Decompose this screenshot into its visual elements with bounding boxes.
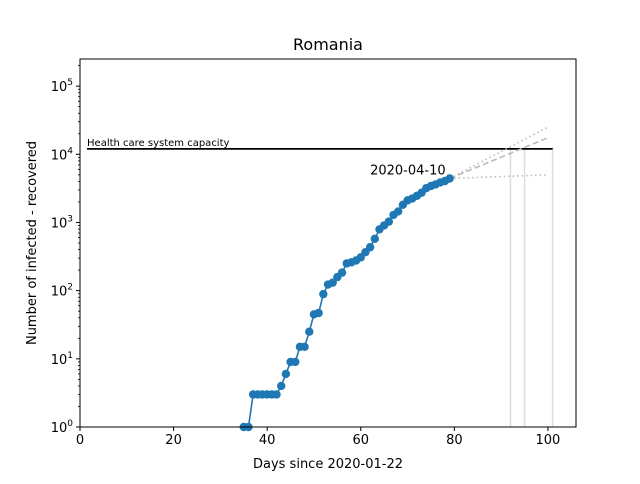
data-point: [305, 328, 313, 336]
data-point: [282, 370, 290, 378]
x-tick-label: 100: [536, 433, 561, 448]
x-tick-label: 0: [76, 433, 84, 448]
data-point: [319, 290, 327, 298]
x-tick-label: 60: [352, 433, 369, 448]
data-point: [366, 243, 374, 251]
data-point: [314, 309, 322, 317]
data-point: [277, 382, 285, 390]
date-annotation: 2020-04-10: [370, 163, 446, 178]
chart-title: Romania: [293, 35, 363, 54]
y-axis-label: Number of infected - recovered: [25, 141, 40, 345]
capacity-label: Health care system capacity: [87, 138, 229, 149]
annotations: 2020-04-10: [370, 163, 446, 178]
x-axis-label: Days since 2020-01-22: [253, 457, 403, 472]
data-point: [272, 390, 280, 398]
x-tick-label: 20: [165, 433, 182, 448]
data-point: [291, 358, 299, 366]
x-tick-label: 40: [259, 433, 276, 448]
data-point: [338, 268, 346, 276]
data-point: [445, 174, 453, 182]
data-point: [300, 343, 308, 351]
x-tick-label: 80: [446, 433, 463, 448]
data-point: [371, 235, 379, 243]
